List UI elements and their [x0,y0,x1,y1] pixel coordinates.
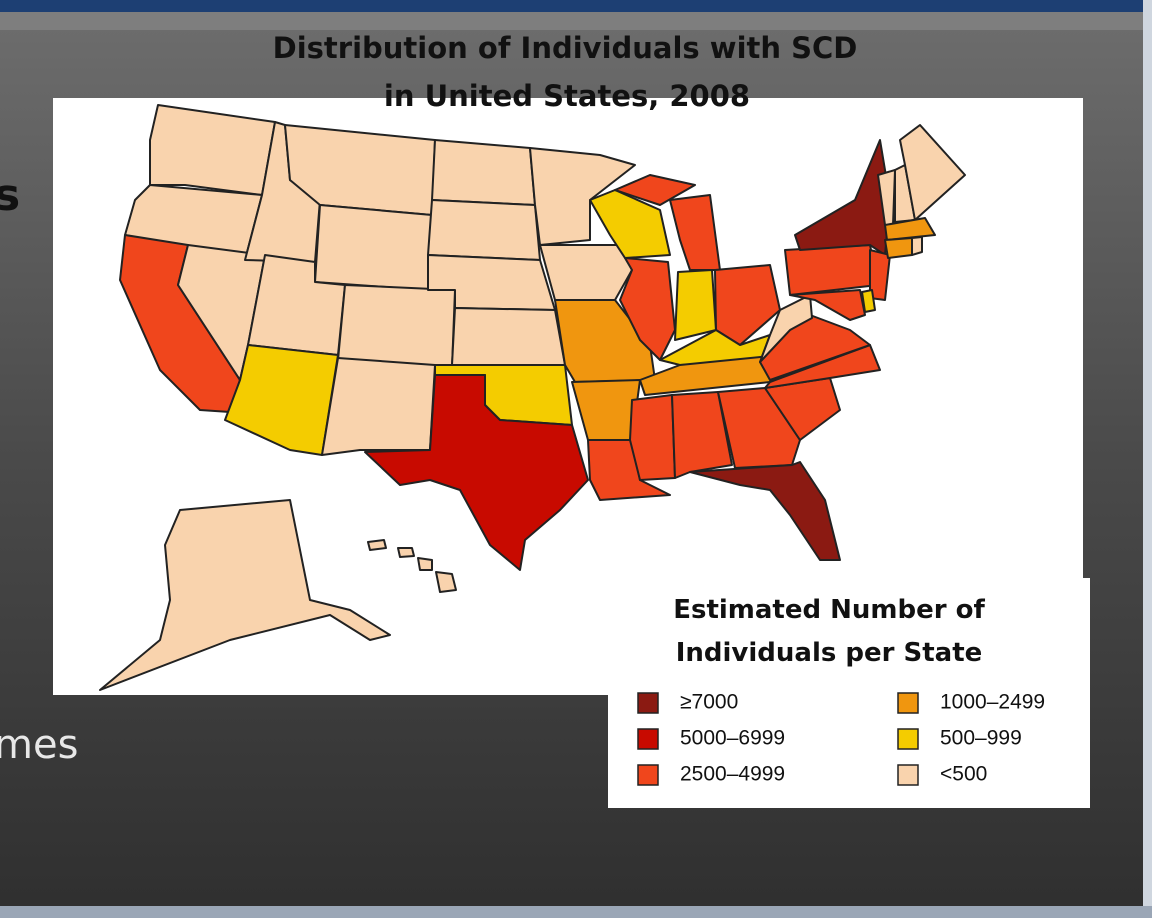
state [321,357,436,456]
state [717,387,801,469]
state [869,249,891,301]
legend-title: Individuals per State [676,638,983,668]
bottom-bar [0,906,1152,918]
map-title: in United States, 2008 [384,79,750,113]
state [431,139,536,206]
state [397,547,415,558]
legend-label: 1000–2499 [940,691,1045,714]
legend-panel [608,578,1090,808]
state [337,284,456,369]
state [674,269,717,341]
state [435,571,457,593]
state [899,124,966,221]
state [451,307,566,366]
state [789,289,866,321]
legend-label: 5000–6999 [680,727,785,750]
state [629,394,676,481]
top-bar [0,0,1152,12]
state [367,539,387,551]
legend-swatch [897,728,919,750]
state [427,199,541,261]
state [99,499,391,691]
legend-label: 500–999 [940,727,1022,750]
state [714,264,781,346]
legend: ≥7000 5000–6999 2500–4999 1000–2499 500–999 <… [637,691,1045,786]
legend-swatch [637,764,659,786]
legend-swatch [637,728,659,750]
legend-title: Estimated Number of [673,595,985,625]
state [417,557,433,571]
slide-fragment: mes [0,722,78,768]
state [784,244,879,296]
legend-label: ≥7000 [680,691,738,714]
legend-label: 2500–4999 [680,763,785,786]
state [884,237,913,259]
legend-label: <500 [940,763,987,786]
state [619,257,676,361]
state [759,294,813,363]
state [364,374,589,571]
map [99,104,966,691]
top-band [0,12,1152,30]
state [884,217,936,241]
state [689,461,841,561]
map-title: Distribution of Individuals with SCD [273,31,858,65]
right-edge [1143,0,1152,918]
state [149,104,276,196]
legend-swatch [897,764,919,786]
state [911,236,923,256]
state [539,244,633,301]
state [861,289,876,313]
state [671,391,733,479]
legend-swatch [637,692,659,714]
state [529,147,636,246]
legend-swatch [897,692,919,714]
slide-fragment: s [0,170,20,221]
state [614,174,696,206]
state [314,204,433,291]
